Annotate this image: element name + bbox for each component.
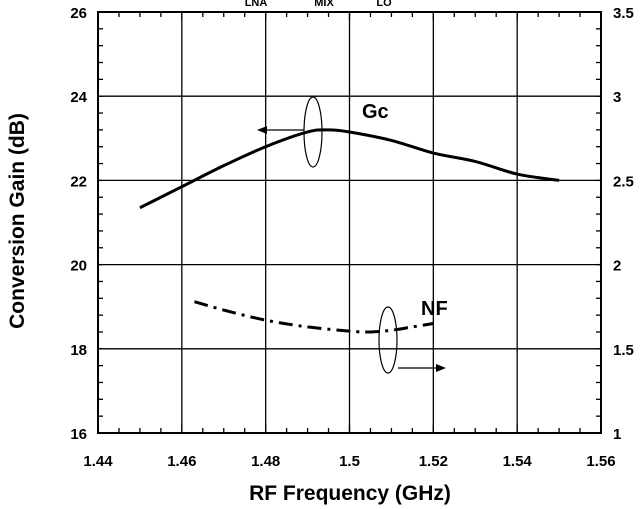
gc-arrow-head (257, 126, 267, 134)
y-axis-title: Conversion Gain (dB) (6, 113, 29, 329)
y-tick-label: 16 (70, 426, 87, 443)
series-layer (139, 128, 560, 334)
y2-tick-label: 1 (613, 426, 621, 443)
x-tick-label: 1.48 (251, 453, 280, 470)
series-line-gc (139, 128, 560, 210)
tick-labels: 1.44 1.46 1.48 1.5 1.52 1.54 1.561618202224261… (70, 5, 634, 470)
nf-annotation-marker (378, 306, 446, 374)
y2-tick-label: 3.5 (613, 5, 634, 22)
top-label-lo: LO (376, 0, 392, 9)
y-tick-label: 22 (70, 173, 87, 190)
plot-frame (97, 11, 602, 434)
y-tick-label: 24 (70, 89, 87, 106)
y-tick-label: 18 (70, 342, 87, 359)
y-tick-label: 20 (70, 258, 87, 275)
x-axis-title: RF Frequency (GHz) (249, 482, 451, 505)
top-label-mix: MIX (314, 0, 334, 9)
annotation-gc: Gc (362, 101, 389, 123)
series-line-nf (193, 300, 434, 334)
nf-arrow-head (436, 364, 446, 372)
x-tick-label: 1.5 (339, 453, 360, 470)
x-tick-label: 1.52 (419, 453, 448, 470)
y-tick-label: 26 (70, 5, 87, 22)
x-tick-label: 1.46 (167, 453, 196, 470)
grid (97, 11, 602, 434)
gc-ellipse (303, 96, 323, 168)
annotation-nf: NF (421, 298, 448, 320)
y2-tick-label: 3 (613, 89, 621, 106)
nf-ellipse (378, 306, 398, 374)
y2-tick-label: 2 (613, 258, 621, 275)
y2-tick-label: 1.5 (613, 342, 634, 359)
x-tick-label: 1.44 (83, 453, 113, 470)
y2-tick-label: 2.5 (613, 173, 634, 190)
x-tick-label: 1.56 (586, 453, 615, 470)
gc-annotation-marker (257, 96, 323, 168)
x-tick-label: 1.54 (503, 453, 533, 470)
top-label-lna: LNA (245, 0, 268, 9)
